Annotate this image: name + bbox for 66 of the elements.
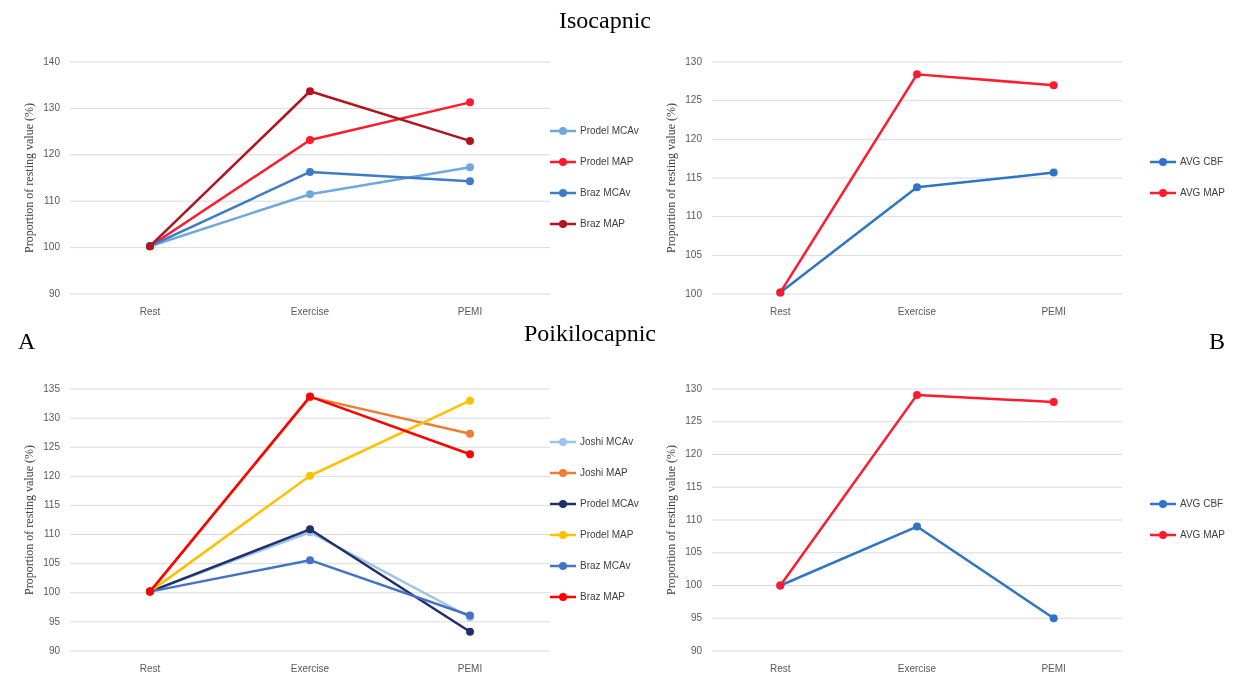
legend-label: Prodel MAP <box>580 155 634 167</box>
y-tick-label: 130 <box>685 382 703 394</box>
legend-label: Prodel MCAv <box>580 497 639 509</box>
y-tick-label: 120 <box>43 469 61 481</box>
legend-label: Braz MAP <box>580 590 626 602</box>
x-tick-label: Rest <box>139 305 161 317</box>
legend-label: Braz MAP <box>580 217 626 229</box>
legend-label: Joshi MAP <box>580 466 629 478</box>
y-tick-label: 140 <box>43 55 61 67</box>
x-tick-label: PEMI <box>1041 305 1066 317</box>
x-tick-label: PEMI <box>457 305 483 317</box>
text: Isocapnic <box>559 6 651 33</box>
legend-label: Braz MCAv <box>580 559 631 571</box>
y-axis-title: Proportion of resting value (%) <box>21 103 36 253</box>
x-tick-label: Exercise <box>290 305 330 317</box>
y-tick-label: 100 <box>43 586 61 598</box>
chart-title: Poikilocapnic <box>524 319 656 346</box>
y-tick-label: 105 <box>43 557 61 569</box>
y-tick-label: 115 <box>686 480 703 492</box>
y-tick-label: 135 <box>43 382 61 394</box>
legend-label: Braz MCAv <box>580 186 631 198</box>
legend-label: AVG CBF <box>1180 155 1224 167</box>
y-tick-label: 115 <box>44 499 61 511</box>
y-tick-label: 125 <box>685 94 703 106</box>
y-tick-label: 110 <box>44 194 61 206</box>
y-tick-label: 120 <box>685 132 703 144</box>
legend-label: Joshi MCAv <box>580 435 634 447</box>
text: B <box>1208 327 1225 354</box>
x-tick-label: Rest <box>770 662 791 674</box>
y-tick-label: 90 <box>48 287 61 299</box>
x-tick-label: Rest <box>139 662 161 674</box>
x-tick-label: PEMI <box>457 662 483 674</box>
x-tick-label: Exercise <box>290 662 330 674</box>
y-tick-label: 130 <box>43 411 61 423</box>
y-tick-label: 120 <box>43 148 61 160</box>
legend-label: AVG MAP <box>1180 528 1226 540</box>
y-tick-label: 90 <box>48 644 61 656</box>
y-tick-label: 125 <box>43 440 61 452</box>
y-tick-label: 95 <box>48 615 61 627</box>
y-axis-title: Proportion of resting value (%) <box>21 445 36 595</box>
y-tick-label: 130 <box>685 55 703 67</box>
legend-label: AVG CBF <box>1180 497 1224 509</box>
y-tick-label: 125 <box>685 415 703 427</box>
y-tick-label: 110 <box>44 528 61 540</box>
y-tick-label: 100 <box>43 241 61 253</box>
y-tick-label: 115 <box>686 171 703 183</box>
y-axis-title: Proportion of resting value (%) <box>663 103 678 253</box>
y-tick-label: 120 <box>685 448 703 460</box>
x-tick-label: Exercise <box>897 662 937 674</box>
x-tick-label: Exercise <box>897 305 937 317</box>
y-tick-label: 100 <box>685 579 703 591</box>
legend-label: Prodel MAP <box>580 528 634 540</box>
y-tick-label: 110 <box>686 210 703 222</box>
legend-label: AVG MAP <box>1180 186 1226 198</box>
y-tick-label: 100 <box>685 287 703 299</box>
x-tick-label: Rest <box>770 305 791 317</box>
text: A <box>18 327 36 354</box>
y-axis-title: Proportion of resting value (%) <box>663 445 678 595</box>
y-tick-label: 105 <box>685 248 703 260</box>
legend-label: Prodel MCAv <box>580 124 639 136</box>
y-tick-label: 95 <box>690 611 703 623</box>
y-tick-label: 90 <box>690 644 703 656</box>
y-tick-label: 130 <box>43 102 61 114</box>
y-tick-label: 105 <box>685 546 703 558</box>
x-tick-label: PEMI <box>1041 662 1066 674</box>
y-tick-label: 110 <box>686 513 703 525</box>
